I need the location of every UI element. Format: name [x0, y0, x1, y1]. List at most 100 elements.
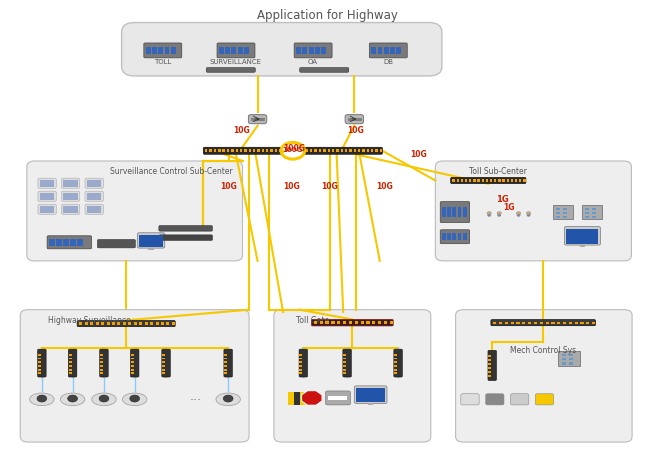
Bar [592, 322, 595, 324]
FancyBboxPatch shape [487, 214, 491, 217]
Bar [210, 150, 212, 152]
Bar [558, 350, 580, 366]
FancyBboxPatch shape [440, 230, 470, 244]
Bar [131, 369, 134, 370]
Bar [458, 233, 461, 240]
Bar [493, 322, 496, 324]
Bar [586, 216, 589, 218]
Bar [490, 179, 493, 182]
Bar [315, 47, 320, 54]
Bar [375, 150, 378, 152]
Bar [569, 354, 574, 356]
Bar [519, 179, 521, 182]
Bar [162, 369, 165, 370]
Bar [38, 357, 41, 359]
Bar [314, 322, 317, 324]
FancyBboxPatch shape [159, 235, 212, 240]
Bar [580, 245, 585, 247]
Bar [394, 361, 397, 363]
Bar [453, 207, 457, 217]
Bar [523, 179, 526, 182]
FancyBboxPatch shape [451, 178, 526, 184]
FancyBboxPatch shape [85, 178, 103, 188]
Bar [552, 322, 555, 324]
Bar [149, 247, 154, 250]
Bar [362, 150, 365, 152]
Bar [321, 47, 326, 54]
Bar [592, 208, 596, 210]
Bar [131, 365, 134, 367]
Bar [367, 150, 369, 152]
Bar [489, 363, 491, 365]
Bar [394, 354, 397, 356]
Bar [56, 239, 62, 246]
FancyBboxPatch shape [159, 226, 212, 231]
Bar [87, 180, 102, 186]
Bar [227, 150, 229, 152]
Text: 10G: 10G [347, 126, 364, 135]
Text: OA: OA [308, 59, 318, 65]
FancyBboxPatch shape [217, 43, 255, 58]
Bar [569, 358, 574, 360]
Bar [574, 322, 578, 324]
FancyBboxPatch shape [369, 43, 407, 58]
Bar [224, 372, 227, 374]
Bar [64, 193, 78, 199]
Bar [275, 150, 277, 152]
Text: 10G: 10G [234, 126, 250, 135]
Bar [563, 322, 566, 324]
Bar [262, 150, 264, 152]
FancyBboxPatch shape [27, 161, 242, 261]
FancyBboxPatch shape [535, 394, 553, 405]
Bar [343, 372, 346, 374]
Bar [299, 357, 303, 359]
Text: 10G: 10G [321, 182, 338, 191]
Bar [447, 207, 451, 217]
Bar [489, 367, 491, 370]
Circle shape [99, 395, 109, 402]
FancyBboxPatch shape [304, 147, 383, 154]
Bar [372, 322, 375, 324]
Bar [123, 322, 126, 325]
Bar [394, 365, 397, 367]
FancyBboxPatch shape [299, 349, 308, 377]
Bar [306, 150, 308, 152]
Bar [567, 229, 599, 244]
FancyBboxPatch shape [38, 204, 56, 214]
FancyBboxPatch shape [517, 214, 521, 217]
FancyBboxPatch shape [47, 236, 92, 249]
Bar [528, 322, 531, 324]
Text: Highway Surveillance: Highway Surveillance [48, 316, 130, 325]
Ellipse shape [216, 393, 240, 405]
Bar [231, 47, 236, 54]
Bar [134, 322, 137, 325]
Bar [79, 322, 83, 325]
FancyBboxPatch shape [485, 394, 504, 405]
Bar [214, 150, 216, 152]
Bar [244, 47, 249, 54]
Bar [306, 392, 312, 405]
Ellipse shape [60, 393, 84, 405]
Bar [343, 361, 346, 363]
Bar [38, 372, 41, 374]
Bar [152, 47, 157, 54]
Bar [458, 207, 461, 217]
Circle shape [487, 212, 491, 215]
Bar [100, 372, 103, 374]
Bar [378, 322, 381, 324]
FancyBboxPatch shape [456, 310, 632, 442]
Bar [224, 369, 227, 370]
FancyBboxPatch shape [130, 349, 139, 377]
Bar [489, 376, 491, 377]
Text: TOLL: TOLL [154, 59, 172, 65]
Bar [161, 322, 164, 325]
Bar [341, 150, 343, 152]
FancyBboxPatch shape [436, 161, 631, 261]
FancyBboxPatch shape [66, 397, 79, 398]
Bar [171, 47, 176, 54]
Bar [328, 396, 347, 400]
Bar [101, 322, 104, 325]
FancyBboxPatch shape [62, 191, 80, 201]
Bar [515, 179, 517, 182]
Circle shape [516, 212, 521, 215]
